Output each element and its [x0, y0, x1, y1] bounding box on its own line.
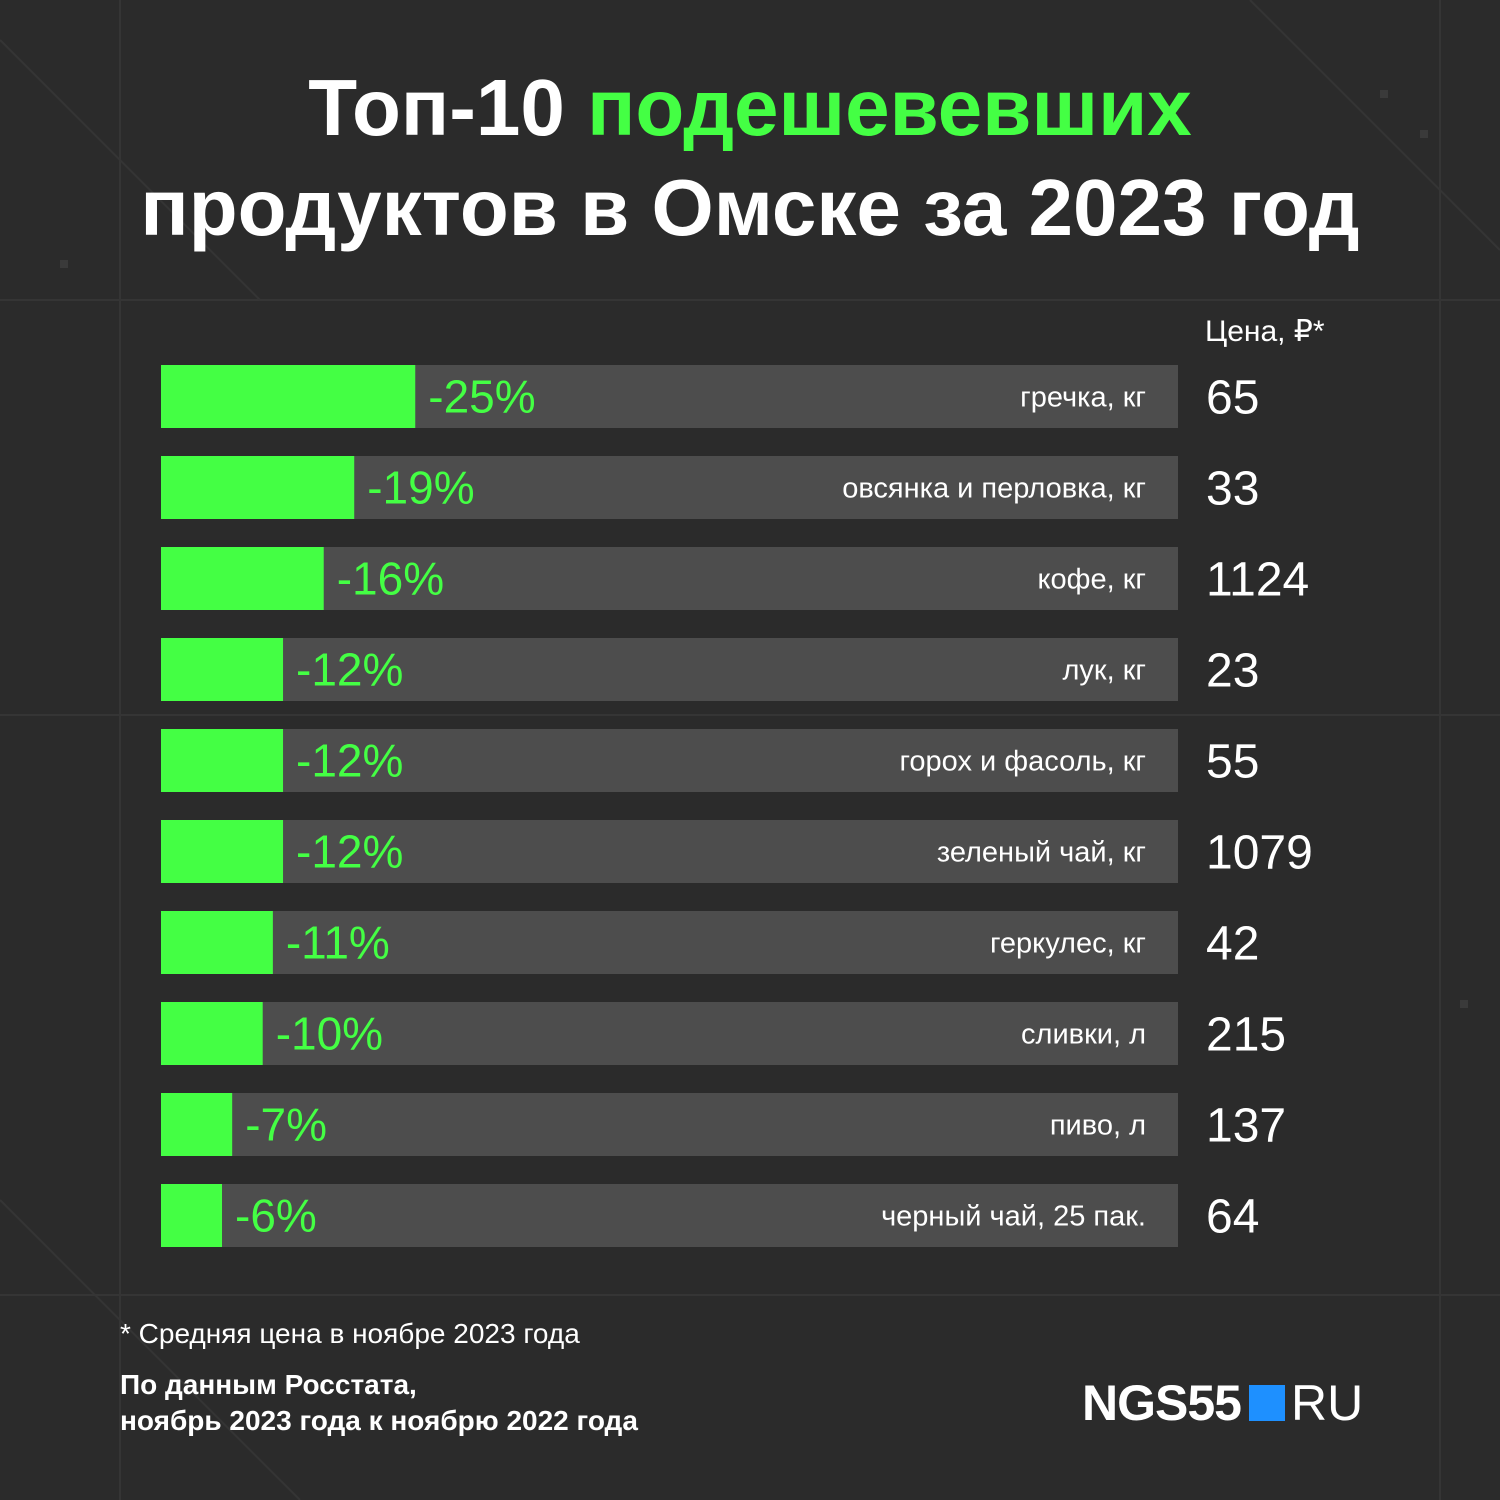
category-label: сливки, л	[1021, 1019, 1146, 1051]
price-value: 55	[1206, 736, 1259, 789]
value-label: -11%	[286, 917, 390, 969]
category-label: пиво, л	[1050, 1110, 1146, 1142]
category-label: горох и фасоль, кг	[899, 746, 1146, 778]
bar-track	[161, 1002, 1178, 1065]
bar-track	[161, 820, 1178, 883]
bar	[161, 365, 416, 428]
title-line-1: Топ-10 подешевевших	[0, 58, 1500, 158]
category-label: геркулес, кг	[990, 928, 1146, 960]
footnote: * Средняя цена в ноябре 2023 года	[120, 1318, 580, 1349]
value-label: -6%	[235, 1190, 317, 1242]
category-label: лук, кг	[1063, 655, 1147, 687]
logo-text: NGS55	[1082, 1375, 1242, 1431]
value-label: -12%	[296, 826, 403, 878]
value-label: -19%	[367, 462, 474, 514]
value-label: -10%	[276, 1008, 383, 1060]
bar	[161, 638, 284, 701]
price-value: 137	[1206, 1100, 1286, 1153]
category-label: гречка, кг	[1020, 382, 1146, 414]
category-label: зеленый чай, кг	[937, 837, 1146, 869]
source-note: По данным Росстата, ноябрь 2023 года к н…	[120, 1367, 638, 1439]
price-value: 33	[1206, 463, 1259, 516]
value-label: -7%	[245, 1099, 327, 1151]
price-value: 64	[1206, 1191, 1259, 1244]
ngs55-logo: NGS55 RU	[1082, 1378, 1363, 1428]
logo-square-icon	[1248, 1385, 1285, 1421]
bar	[161, 1002, 263, 1065]
price-value: 42	[1206, 918, 1259, 971]
source-line-2: ноябрь 2023 года к ноябрю 2022 года	[120, 1405, 638, 1436]
bar	[161, 820, 284, 883]
bar	[161, 547, 324, 610]
category-label: черный чай, 25 пак.	[881, 1201, 1146, 1233]
bar	[161, 911, 273, 974]
bar-track	[161, 911, 1178, 974]
title-accent: подешевевших	[587, 63, 1192, 152]
chart-title: Топ-10 подешевевших продуктов в Омске за…	[0, 58, 1500, 258]
bar-track	[161, 1093, 1178, 1156]
bar-track	[161, 638, 1178, 701]
bar-track	[161, 1184, 1178, 1247]
bar-track	[161, 729, 1178, 792]
price-value: 215	[1206, 1009, 1286, 1062]
price-value: 23	[1206, 645, 1259, 698]
value-label: -12%	[296, 735, 403, 787]
bar	[161, 1184, 223, 1247]
bar	[161, 1093, 233, 1156]
title-line-2: продуктов в Омске за 2023 год	[140, 163, 1360, 252]
category-label: кофе, кг	[1037, 564, 1146, 596]
price-column-label: Цена, ₽*	[1205, 315, 1325, 348]
price-value: 1079	[1206, 827, 1313, 880]
bar	[161, 729, 284, 792]
price-value: 65	[1206, 372, 1259, 425]
title-prefix: Топ-10	[308, 63, 565, 152]
logo-domain: RU	[1290, 1375, 1364, 1431]
bar	[161, 456, 355, 519]
value-label: -16%	[337, 553, 444, 605]
value-label: -25%	[428, 371, 535, 423]
source-line-1: По данным Росстата,	[120, 1369, 417, 1400]
value-label: -12%	[296, 644, 403, 696]
bar-track	[161, 547, 1178, 610]
category-label: овсянка и перловка, кг	[842, 473, 1146, 505]
price-value: 1124	[1206, 554, 1309, 607]
